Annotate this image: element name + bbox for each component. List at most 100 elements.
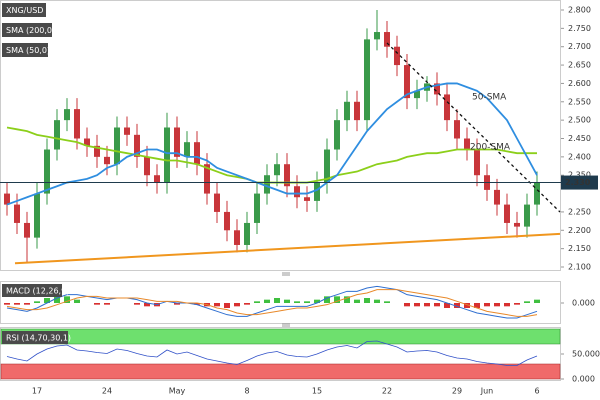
macd-histogram-bar (264, 299, 270, 303)
y-tick-label: 2.450 (568, 134, 591, 143)
candle-body (214, 193, 220, 212)
x-tick-label: 22 (382, 387, 392, 396)
candle-body (224, 211, 230, 231)
candle-body (304, 197, 310, 201)
sma-annotation: 50-SMA (472, 93, 507, 103)
candle-body (384, 32, 390, 47)
macd-histogram-bar (434, 303, 440, 307)
main-panel (0, 0, 561, 271)
candle-body (84, 138, 90, 146)
y-tick-label: 2.700 (568, 42, 591, 51)
macd-histogram-bar (4, 303, 10, 305)
candle-body (44, 149, 50, 194)
macd-histogram-bar (24, 303, 30, 305)
candle-body (64, 109, 70, 121)
chart-title: XNG/USD (6, 6, 43, 15)
candle-body (524, 204, 530, 227)
candle-body (374, 32, 380, 40)
macd-histogram-bar (194, 303, 200, 305)
macd-histogram-bar (454, 303, 460, 308)
y-tick-label: 0.000 (572, 299, 595, 308)
macd-histogram-bar (274, 298, 280, 303)
candle-body (314, 182, 320, 201)
legend-box (2, 3, 46, 17)
y-tick-label: 2.250 (568, 207, 591, 216)
y-tick-label: 2.750 (568, 24, 591, 33)
candle-body (464, 138, 470, 150)
candle-body (434, 83, 440, 95)
y-tick-label: 2.350 (568, 171, 591, 180)
legend-box (2, 331, 68, 344)
macd-histogram-bar (504, 303, 510, 307)
candle-body (254, 193, 260, 223)
candle-body (494, 189, 500, 205)
y-tick-label: 2.100 (568, 263, 591, 272)
y-tick-label: 2.600 (568, 79, 591, 88)
macd-histogram-bar (534, 299, 540, 303)
candle-body (14, 204, 20, 223)
candle-body (504, 204, 510, 223)
rsi-line (6, 340, 538, 366)
support-trendline (14, 232, 561, 265)
oversold-zone (0, 363, 561, 380)
macd-histogram-bar (474, 303, 480, 308)
macd-histogram-bar (484, 303, 490, 307)
macd-histogram-bar (344, 296, 350, 303)
legend-box (2, 284, 62, 297)
y-tick-label: 2.400 (568, 152, 591, 161)
candle-body (194, 142, 200, 165)
sma-annotation: 200-SMA (470, 143, 511, 153)
overbought-zone (0, 328, 561, 345)
x-tick-label: 6 (534, 387, 539, 396)
macd-histogram-bar (254, 301, 260, 303)
macd-histogram-bar (304, 301, 310, 303)
macd-histogram-bar (334, 296, 340, 303)
macd-histogram-bar (104, 303, 110, 305)
candle-body (124, 127, 130, 135)
candle-body (244, 222, 250, 245)
x-tick-label: Jun (480, 387, 494, 396)
macd-histogram-bar (134, 303, 140, 305)
macd-histogram-bar (414, 303, 420, 307)
candle-body (154, 175, 160, 183)
panel-title: RSI (14,70,30,1) (6, 334, 71, 343)
candle-body (404, 65, 410, 99)
macd-histogram-bar (444, 303, 450, 308)
candle-body (344, 101, 350, 121)
candle-body (24, 222, 30, 238)
candle-body (534, 182, 540, 205)
macd-histogram-bar (324, 296, 330, 303)
y-tick-label: 2.150 (568, 244, 591, 253)
macd-histogram-bar (514, 303, 520, 305)
candle-body (414, 90, 420, 99)
y-tick-label: 2.500 (568, 116, 591, 125)
macd-histogram-bar (234, 303, 240, 307)
macd-histogram-bar (64, 296, 70, 303)
candle-body (204, 164, 210, 194)
y-tick-label: 0.000 (572, 375, 595, 384)
macd-histogram-bar (494, 303, 500, 307)
candle-body (394, 46, 400, 66)
candle-body (454, 120, 460, 139)
candle-body (324, 149, 330, 183)
macd-histogram-bar (224, 303, 230, 308)
legend-entry: SMA (50,0) (6, 46, 50, 55)
last-price-label: 2.330 (565, 178, 591, 187)
macd-histogram-bar (214, 303, 220, 307)
resistance-trendline (386, 42, 561, 213)
macd-histogram-bar (424, 303, 430, 307)
candle-body (74, 109, 80, 139)
y-tick-label: 2.200 (568, 226, 591, 235)
candle-body (54, 120, 60, 150)
macd-histogram-bar (384, 301, 390, 303)
macd-histogram-bar (174, 303, 180, 305)
x-tick-label: 29 (452, 387, 462, 396)
macd-histogram-bar (294, 301, 300, 303)
x-tick-label: 24 (102, 387, 112, 396)
candle-body (334, 120, 340, 150)
x-tick-label: 17 (32, 387, 42, 396)
y-tick-label: 2.800 (568, 6, 591, 15)
last-price-box (561, 175, 598, 190)
y-tick-label: 50.000 (572, 350, 600, 359)
